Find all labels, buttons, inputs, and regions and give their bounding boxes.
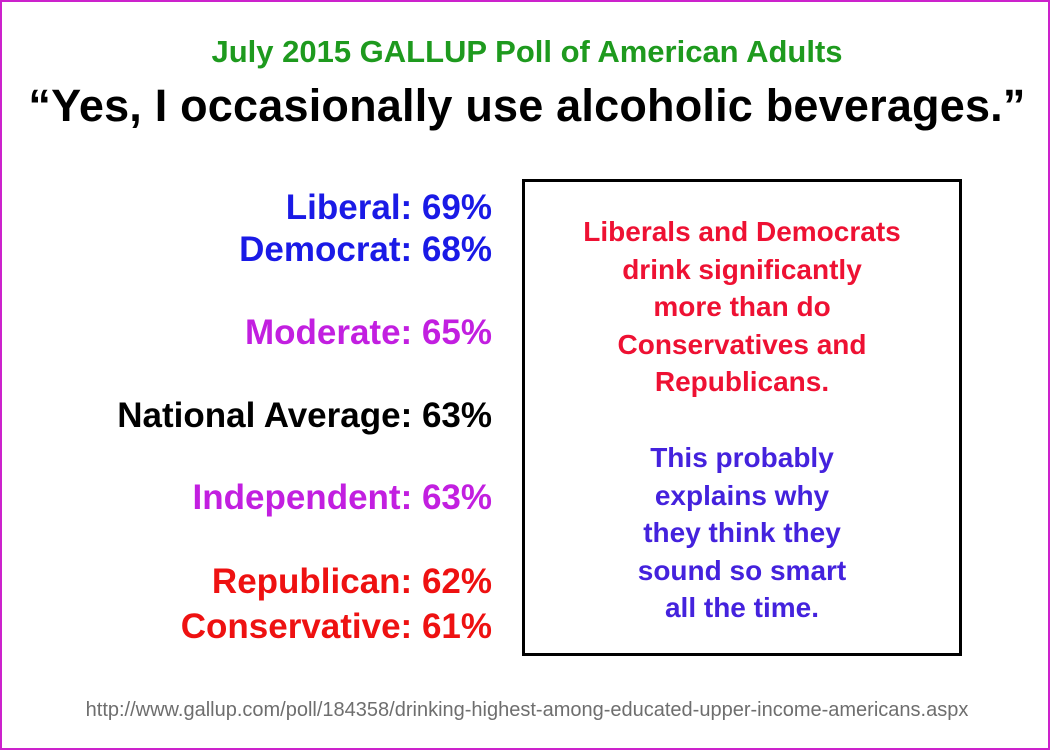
stat-moderate: Moderate: 65% <box>244 313 492 352</box>
commentary-line: all the time. <box>664 592 820 623</box>
commentary-paragraph-2: This probably explains why they think th… <box>525 439 959 627</box>
stat-democrat: Democrat: 68% <box>239 230 492 269</box>
commentary-line: This probably <box>650 442 834 473</box>
commentary-line: Liberals and Democrats <box>583 216 901 247</box>
commentary-line: explains why <box>654 479 830 511</box>
poll-title: July 2015 GALLUP Poll of American Adults <box>211 34 843 69</box>
commentary-line: more than do <box>653 291 831 322</box>
stat-independent: Independent: 63% <box>192 478 492 517</box>
commentary-line: drink significantly <box>622 253 862 285</box>
stat-republican: Republican: 62% <box>211 562 492 601</box>
stat-conservative: Conservative: 61% <box>180 607 492 646</box>
commentary-box: Liberals and Democrats drink significant… <box>522 179 962 656</box>
stat-liberal: Liberal: 69% <box>285 188 492 227</box>
commentary-line: sound so smart <box>637 554 847 586</box>
survey-quote: “Yes, I occasionally use alcoholic bever… <box>28 80 1026 131</box>
commentary-line: Republicans. <box>654 366 830 397</box>
stat-national-average: National Average: 63% <box>117 396 492 435</box>
commentary-line: Conservatives and <box>617 328 867 360</box>
commentary-paragraph-1: Liberals and Democrats drink significant… <box>525 213 959 401</box>
source-url: http://www.gallup.com/poll/184358/drinki… <box>85 699 969 721</box>
commentary-line: they think they <box>643 517 841 548</box>
